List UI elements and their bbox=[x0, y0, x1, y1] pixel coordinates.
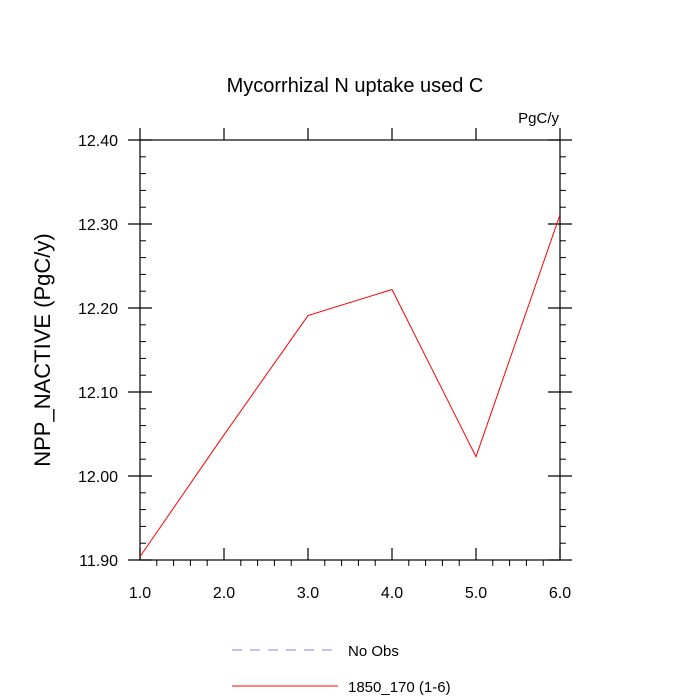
legend-label: No Obs bbox=[348, 643, 399, 660]
chart-title: Mycorrhizal N uptake used C bbox=[227, 75, 484, 97]
x-tick-label: 5.0 bbox=[465, 585, 487, 602]
legend-label: 1850_170 (1-6) bbox=[348, 679, 451, 696]
units-label: PgC/y bbox=[518, 110, 559, 127]
plot-frame bbox=[139, 139, 561, 561]
y-tick-label: 12.00 bbox=[78, 469, 118, 486]
legend: No Obs 1850_170 (1-6) bbox=[232, 643, 451, 696]
x-tick-label: 4.0 bbox=[381, 585, 403, 602]
x-tick-label: 2.0 bbox=[213, 585, 235, 602]
x-tick-label: 1.0 bbox=[129, 585, 151, 602]
x-tick-label: 3.0 bbox=[297, 585, 319, 602]
y-tick-label: 12.20 bbox=[78, 301, 118, 318]
y-tick-label: 12.30 bbox=[78, 217, 118, 234]
x-tick-label: 6.0 bbox=[549, 585, 571, 602]
y-tick-label: 11.90 bbox=[79, 553, 118, 570]
y-tick-label: 12.40 bbox=[78, 133, 118, 150]
y-tick-label: 12.10 bbox=[78, 385, 118, 402]
y-axis-label: NPP_NACTIVE (PgC/y) bbox=[30, 233, 55, 467]
y-tick-labels: 11.90 12.00 12.10 12.20 12.30 12.40 bbox=[78, 133, 118, 570]
series-layer bbox=[139, 214, 561, 557]
x-tick-labels: 1.0 2.0 3.0 4.0 5.0 6.0 bbox=[129, 585, 571, 602]
axis-ticks bbox=[128, 128, 572, 566]
series-line bbox=[139, 214, 561, 557]
